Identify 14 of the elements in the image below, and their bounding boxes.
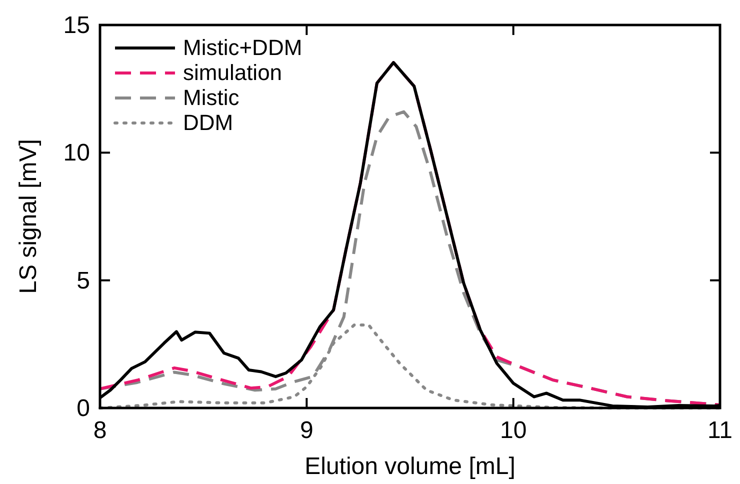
- x-tick-label: 8: [93, 417, 107, 444]
- y-tick-label: 15: [63, 12, 90, 39]
- y-axis-title: LS signal [mV]: [15, 139, 42, 294]
- legend-label: simulation: [183, 60, 282, 85]
- x-tick-label: 10: [500, 417, 527, 444]
- legend-label: Mistic+DDM: [183, 35, 302, 60]
- x-axis-title: Elution volume [mL]: [304, 453, 516, 480]
- legend-label: Mistic: [183, 85, 240, 110]
- y-tick-label: 5: [76, 267, 90, 294]
- legend-label: DDM: [183, 110, 234, 135]
- y-tick-label: 10: [63, 140, 90, 167]
- y-tick-label: 0: [76, 395, 90, 422]
- x-tick-label: 11: [708, 417, 732, 444]
- x-tick-label: 9: [300, 417, 314, 444]
